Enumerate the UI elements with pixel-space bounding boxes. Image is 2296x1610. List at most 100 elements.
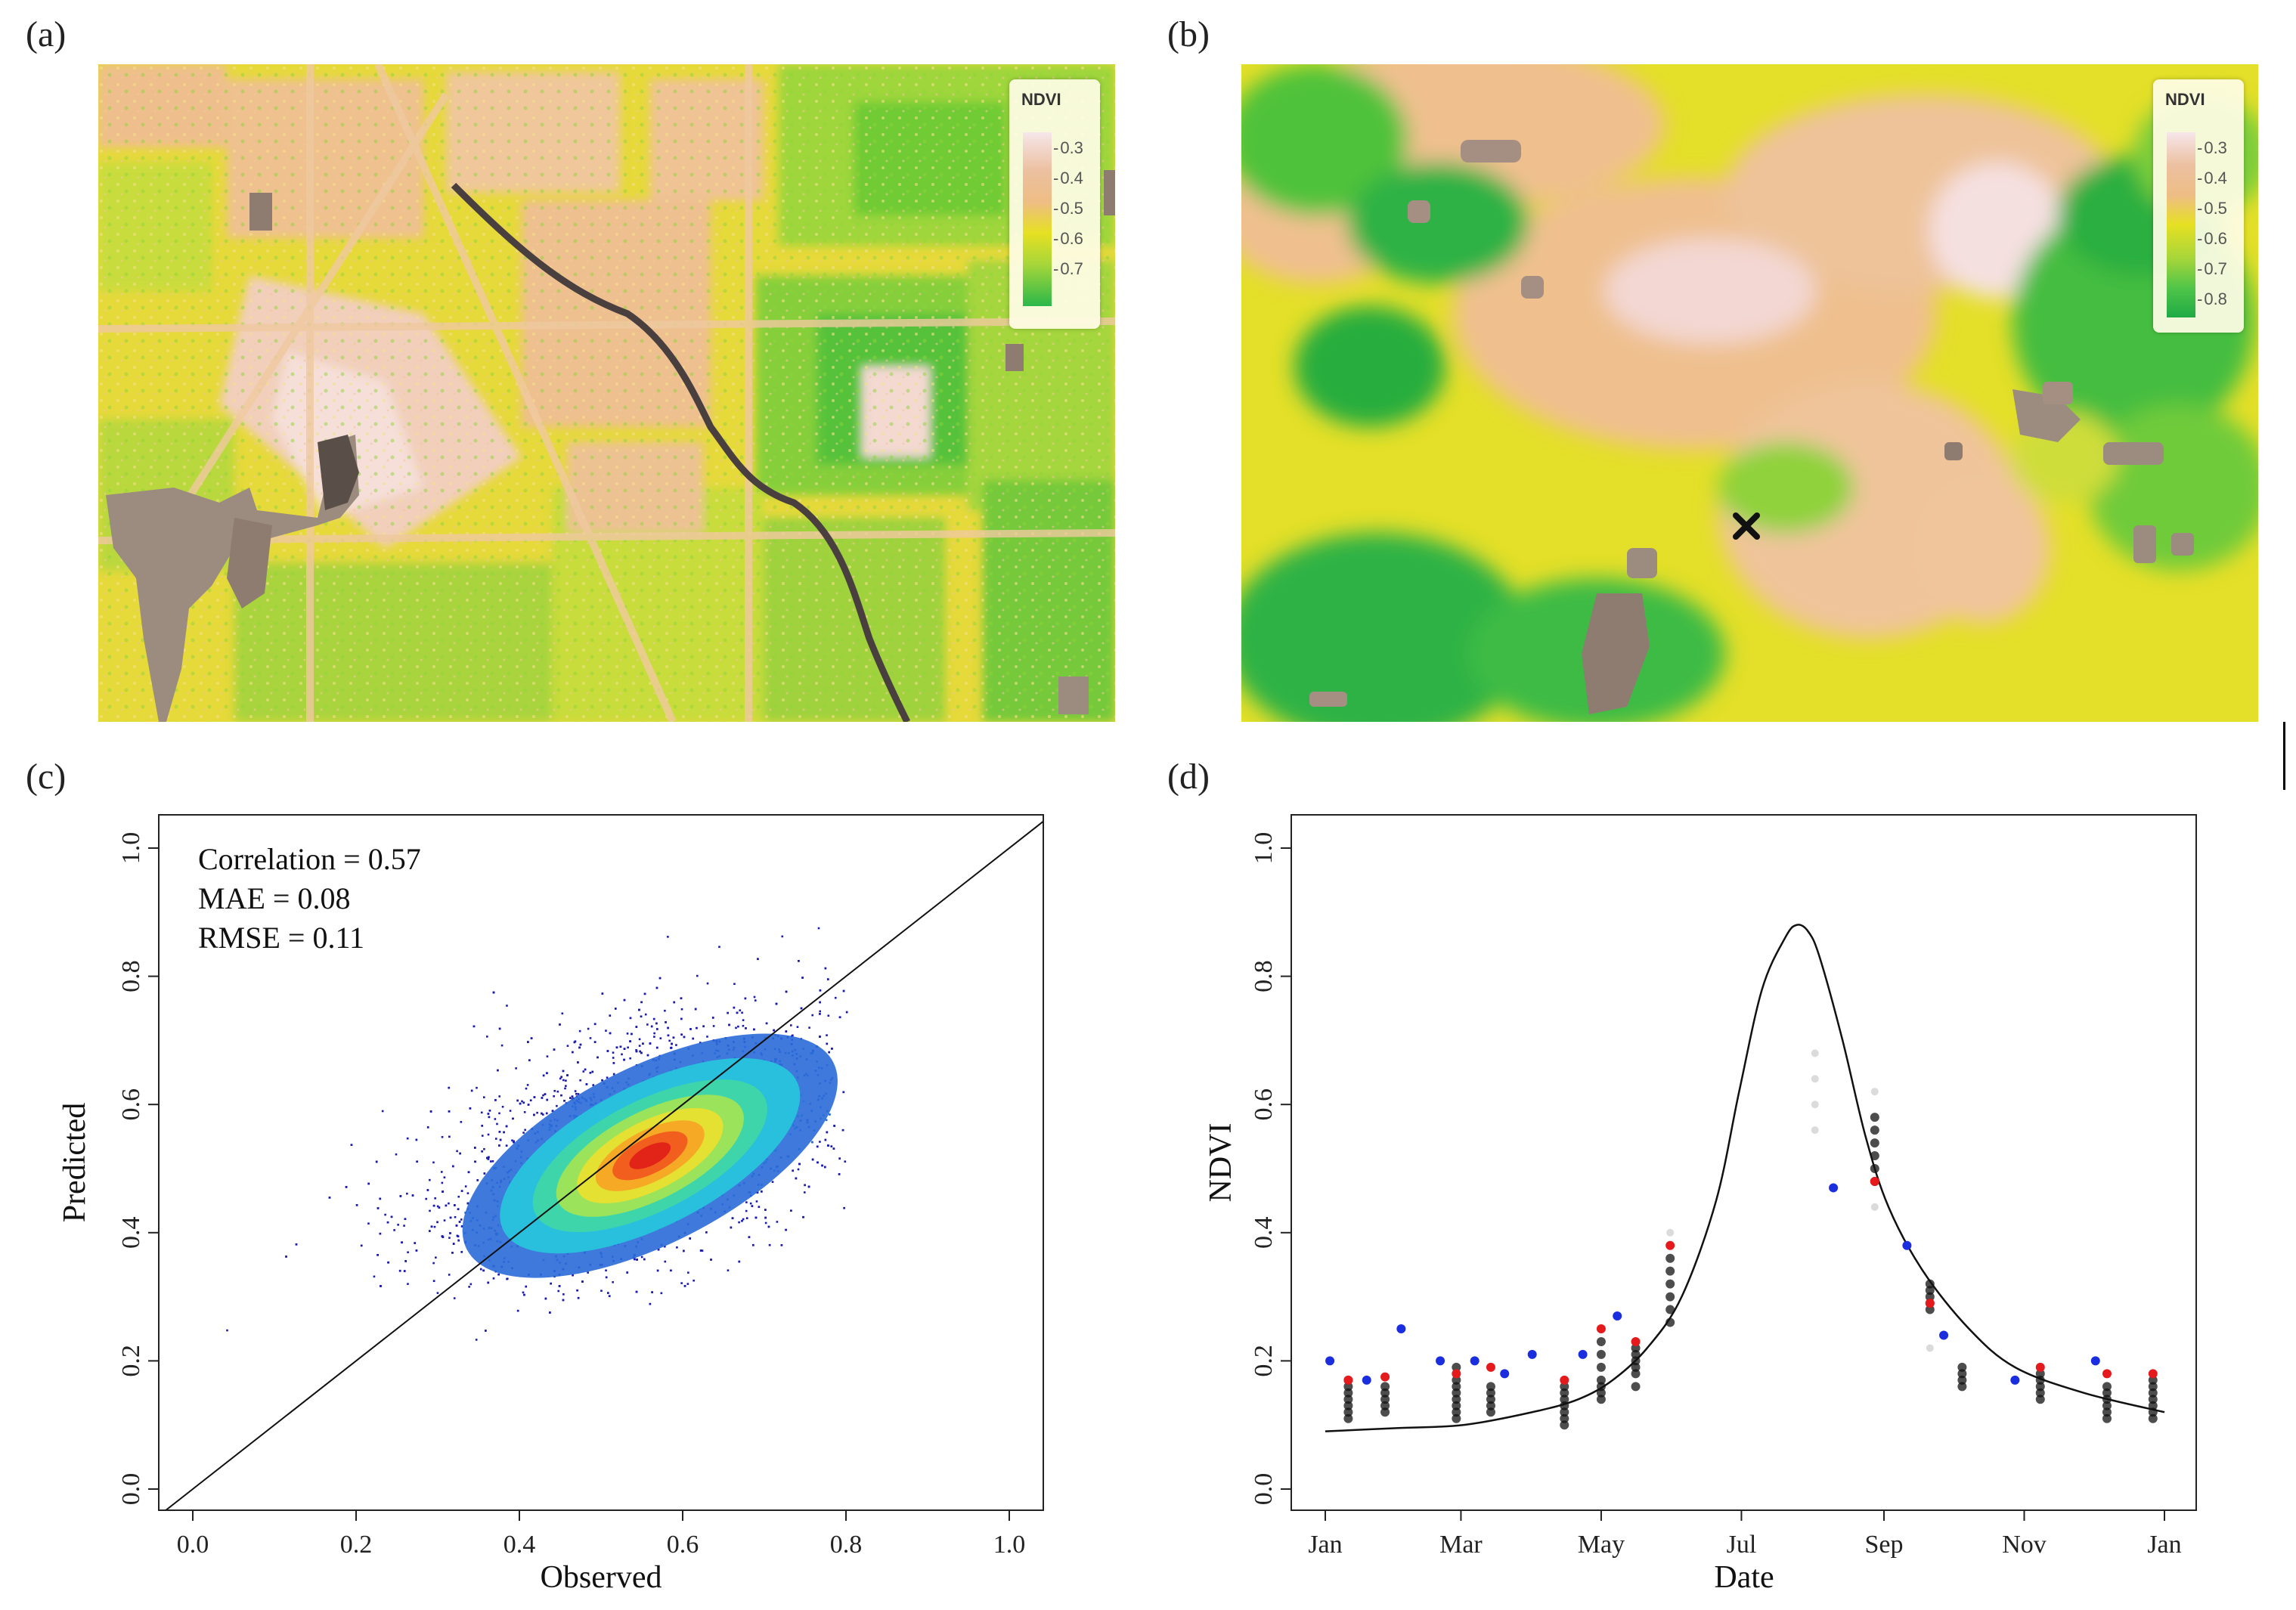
scatter-point (589, 1037, 592, 1039)
scatter-point (511, 1139, 513, 1142)
scatter-point (519, 1102, 522, 1105)
scatter-point (556, 1090, 559, 1093)
red-point (1870, 1176, 1879, 1186)
scatter-point (551, 1110, 554, 1112)
plot-d-black-points (1343, 1113, 2158, 1430)
blue-point (1613, 1311, 1622, 1321)
scatter-point (581, 1280, 584, 1283)
scatter-point (474, 1160, 476, 1163)
scatter-point (442, 1190, 444, 1193)
black-point (1380, 1382, 1390, 1392)
scatter-point (727, 1269, 730, 1272)
scatter-point (565, 1079, 567, 1082)
scatter-point (425, 1197, 427, 1200)
black-point (1665, 1305, 1675, 1314)
scatter-point (521, 1100, 523, 1103)
scatter-point (345, 1186, 348, 1188)
scatter-point (589, 1072, 592, 1074)
scatter-point (542, 1094, 544, 1097)
scatter-point (564, 1087, 566, 1090)
scatter-point (442, 1236, 445, 1238)
scatter-point (640, 1001, 643, 1004)
scatter-point (811, 1158, 814, 1161)
scatter-point (653, 1032, 655, 1035)
scatter-point (739, 1009, 742, 1011)
scatter-point (523, 1293, 525, 1296)
map-b-cloud-masks (1309, 140, 2194, 714)
scatter-point (771, 1181, 774, 1183)
scatter-point (727, 1011, 729, 1014)
scatter-point (375, 1160, 378, 1163)
black-point (1452, 1388, 1461, 1398)
scatter-point (593, 1041, 596, 1043)
black-point (1452, 1362, 1461, 1372)
scatter-point (449, 1232, 451, 1234)
scatter-point (541, 1112, 543, 1115)
scatter-point (473, 1147, 476, 1149)
scatter-point (468, 1286, 470, 1288)
scatter-point (509, 1110, 512, 1112)
black-point (2035, 1369, 2045, 1379)
red-point (2148, 1369, 2158, 1379)
scatter-point (485, 1330, 487, 1332)
scatter-point (578, 1046, 581, 1049)
black-point (1452, 1382, 1461, 1392)
scatter-point (651, 1291, 653, 1293)
scatter-point (844, 1160, 847, 1163)
scatter-point (710, 1259, 712, 1261)
faint-point (1811, 1101, 1819, 1109)
scatter-point (553, 1094, 555, 1098)
scatter-point (629, 1017, 632, 1020)
scatter-point (512, 1117, 514, 1120)
scatter-point (742, 1218, 745, 1221)
scatter-point (745, 1027, 747, 1029)
scatter-point (376, 1207, 380, 1209)
scatter-point (533, 1113, 535, 1116)
scatter-point (584, 1068, 587, 1071)
scatter-point (795, 1177, 798, 1180)
scatter-point (476, 1179, 479, 1181)
scatter-point (454, 1215, 457, 1218)
scatter-point (426, 1126, 429, 1129)
faint-point (1870, 1088, 1879, 1096)
scatter-point (494, 1118, 497, 1120)
scatter-point (579, 1043, 582, 1046)
red-point (1665, 1240, 1675, 1250)
scatter-point (612, 1051, 615, 1054)
black-point (1665, 1317, 1675, 1327)
black-point (1925, 1305, 1935, 1314)
black-point (2102, 1382, 2112, 1392)
scatter-point (828, 1051, 831, 1054)
black-point (1957, 1369, 1967, 1379)
legend-b-tick: 0.4 (2197, 169, 2227, 188)
scatter-point (457, 1195, 460, 1198)
scatter-point (430, 1225, 433, 1228)
scatter-point (742, 1019, 745, 1021)
panel-label-b: (b) (1167, 14, 1210, 54)
scatter-point (780, 1244, 783, 1246)
scatter-point (559, 1023, 561, 1026)
scatter-point (436, 1292, 439, 1294)
plot-d-svg: Jan Mar May Jul Sep Nov Jan 0.0 0.2 0.4 0.6 0.8 1.0… (1204, 814, 2197, 1595)
scatter-point (457, 1235, 460, 1237)
scatter-point (572, 1274, 574, 1277)
scatter-point (459, 1152, 461, 1155)
scatter-point (522, 1132, 525, 1134)
y-tick-label: 0.0 (117, 1473, 145, 1506)
scatter-point (706, 982, 709, 985)
scatter-point (416, 1160, 418, 1163)
scatter-point (776, 1221, 779, 1223)
scatter-point (505, 1125, 508, 1128)
scatter-point (415, 1249, 418, 1252)
scatter-point (825, 1119, 828, 1122)
scatter-point (414, 1242, 417, 1244)
black-point (1452, 1375, 1461, 1385)
scatter-point (830, 1145, 833, 1147)
scatter-point (737, 1025, 739, 1028)
red-point (2102, 1369, 2112, 1379)
faint-point (1666, 1228, 1675, 1237)
scatter-point (631, 1033, 633, 1036)
faint-point (1811, 1049, 1819, 1057)
scatter-point (798, 960, 800, 962)
scatter-point (608, 1295, 611, 1298)
